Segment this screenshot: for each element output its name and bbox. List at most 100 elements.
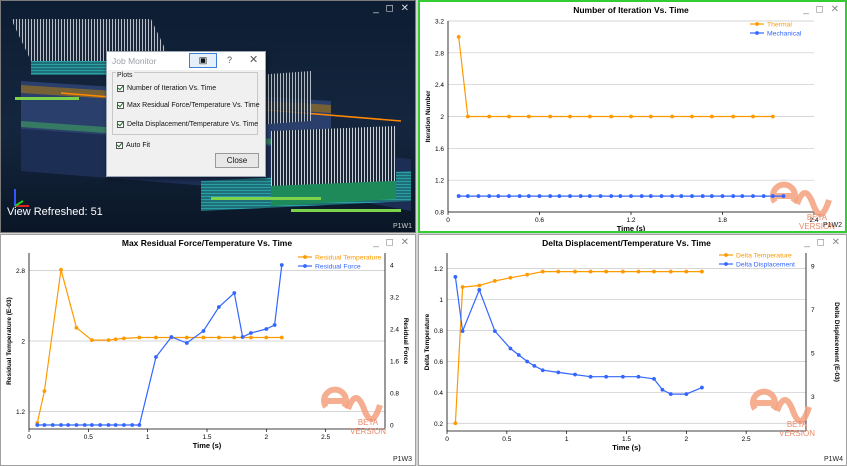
y-tick-label: 0.8	[435, 210, 444, 217]
data-point	[621, 269, 625, 274]
data-point	[639, 194, 644, 198]
data-point	[648, 194, 653, 198]
data-point	[201, 335, 206, 340]
data-point	[548, 194, 553, 198]
data-point	[526, 114, 531, 119]
data-point	[598, 194, 603, 198]
data-point	[169, 335, 174, 339]
data-point	[621, 374, 625, 379]
close-button[interactable]: Close	[215, 153, 259, 168]
data-point	[201, 329, 206, 333]
data-point	[272, 323, 277, 327]
logo-mark	[750, 388, 778, 411]
window-controls[interactable]: _ ◻ ✕	[373, 237, 411, 248]
data-point	[249, 335, 253, 340]
data-point	[659, 194, 664, 198]
window-controls[interactable]: _ ◻ ✕	[803, 4, 841, 15]
y2-tick-label: 7	[811, 307, 815, 314]
data-point	[573, 269, 577, 274]
close-icon[interactable]: ✕	[249, 54, 259, 66]
x-tick-label: 0	[446, 217, 450, 224]
y-tick-label: 3.2	[435, 19, 444, 26]
plots-group	[112, 72, 258, 135]
residual-chart-pane[interactable]: Max Residual Force/Temperature Vs. Time 1…	[0, 234, 416, 466]
data-point	[609, 114, 614, 119]
data-point	[648, 114, 653, 119]
delta-chart-pane[interactable]: Delta Displacement/Temperature Vs. Time 0…	[418, 234, 847, 466]
x-tick-label: 1.5	[202, 434, 211, 441]
checkbox-label: Delta Displacement/Temperature Vs. Time	[127, 121, 259, 128]
data-point	[670, 194, 675, 198]
help-button[interactable]: ?	[227, 55, 233, 65]
checkbox-iteration-plot[interactable]: Number of Iteration Vs. Time	[117, 85, 216, 92]
check-icon	[117, 85, 124, 92]
data-point	[525, 359, 530, 364]
x-tick-label: 1.8	[718, 217, 727, 224]
data-point	[699, 269, 704, 274]
data-point	[548, 114, 553, 119]
logo-mark	[770, 181, 798, 204]
legend-marker	[724, 262, 728, 266]
data-point	[113, 423, 118, 427]
y-tick-label: 1	[439, 297, 443, 304]
data-point	[492, 278, 497, 283]
series-line	[454, 270, 702, 424]
data-point	[59, 423, 63, 427]
data-point	[629, 114, 633, 119]
y-tick-label: 1.6	[435, 146, 444, 153]
iteration-chart-pane[interactable]: Number of Iteration Vs. Time 0.8 1.2 1.6 2 2.…	[418, 0, 847, 233]
data-point	[618, 194, 623, 198]
logo-version: VERSION	[799, 222, 835, 231]
check-icon	[116, 142, 123, 149]
data-point	[751, 114, 755, 119]
x-axis-label: Time (s)	[612, 443, 641, 452]
y2-tick-label: 3.2	[390, 295, 399, 302]
y2-axis-label: Delta Displacement (E-03)	[833, 302, 840, 382]
data-point	[540, 368, 545, 373]
viewport-3d[interactable]: _ ◻ ✕ View Refreshed: 51 P1W1 Job Monito…	[0, 0, 416, 233]
data-point	[781, 194, 786, 198]
data-point	[770, 194, 775, 198]
data-point	[184, 341, 189, 345]
y2-tick-label: 5	[811, 350, 815, 357]
data-point	[216, 305, 221, 309]
data-point	[249, 331, 253, 335]
x-tick-label: 0.5	[84, 434, 93, 441]
window-controls[interactable]: _ ◻ ✕	[373, 3, 411, 14]
data-point	[526, 194, 531, 198]
data-point	[668, 392, 673, 396]
data-point	[264, 327, 269, 331]
checkbox-auto-fit[interactable]: Auto Fit	[116, 142, 150, 149]
data-point	[537, 194, 542, 198]
checkbox-delta-plot[interactable]: Delta Displacement/Temperature Vs. Time	[117, 121, 258, 128]
data-point	[216, 335, 221, 340]
x-tick-label: 1	[146, 434, 150, 441]
x-tick-label: 2.5	[742, 436, 751, 443]
data-point	[130, 423, 135, 427]
data-point	[477, 283, 482, 288]
data-point	[508, 346, 513, 351]
data-point	[456, 35, 461, 39]
y-axis-label: Iteration Number	[425, 90, 432, 142]
window-controls[interactable]: _ ◻ ✕	[804, 237, 842, 248]
y2-axis-label: Residual Force	[402, 318, 409, 365]
data-point	[456, 194, 461, 198]
pin-icon[interactable]: ▣	[189, 53, 217, 68]
dialog-titlebar[interactable]: Job Monitor ▣ ? ✕	[107, 52, 265, 70]
pane-tag: P1W3	[392, 456, 412, 463]
checkbox-residual-plot[interactable]: Max Residual Force/Temperature Vs. Time	[117, 102, 260, 109]
data-point	[89, 338, 94, 343]
data-point	[59, 267, 63, 272]
data-point	[588, 374, 593, 379]
data-point	[507, 194, 511, 198]
data-point	[496, 194, 501, 198]
data-point	[604, 269, 609, 274]
y-tick-label: 2	[440, 114, 444, 121]
data-point	[731, 114, 736, 119]
checkbox-label: Auto Fit	[126, 142, 151, 149]
data-point	[557, 194, 562, 198]
y-tick-label: 0.2	[434, 421, 443, 428]
data-point	[137, 423, 142, 427]
data-point	[609, 194, 614, 198]
